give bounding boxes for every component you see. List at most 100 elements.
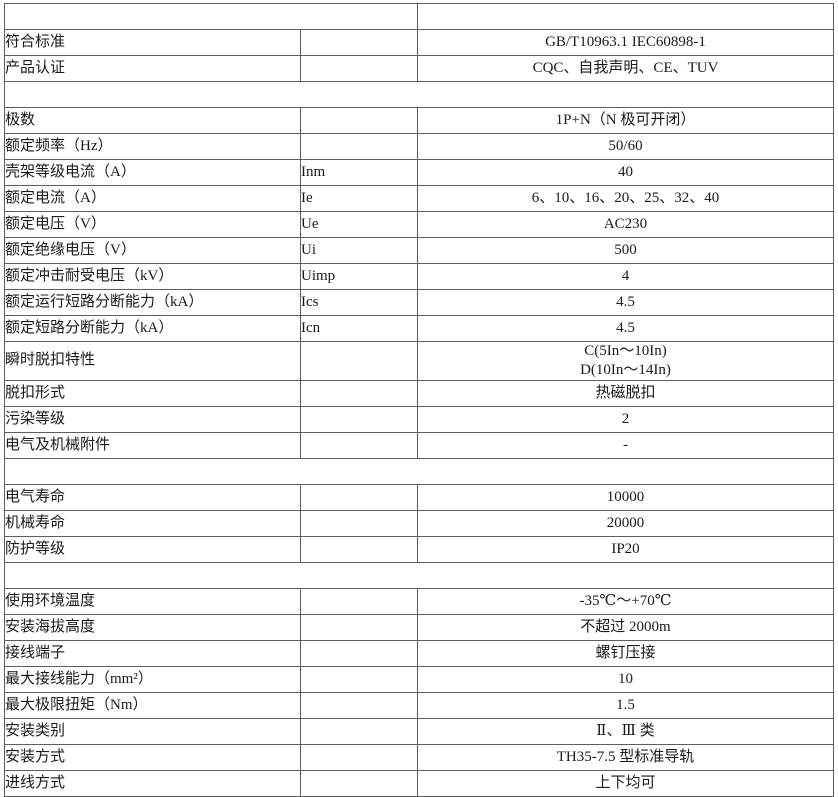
row-value: -35℃～+70℃ [417,587,835,615]
row-value: 40 [417,159,835,186]
row-value: CQC、自我声明、CE、TUV [417,55,835,82]
row-value: 1.5 [417,691,835,719]
row-symbol: Uimp [299,263,419,290]
row-symbol: Ie [299,185,419,212]
row-value: - [417,431,835,459]
row-symbol [299,691,419,719]
row-value: 500 [417,237,835,264]
table-header-row: 产品名称 TGB1N-40 [3,3,835,30]
row-symbol: Inm [299,159,419,186]
table-row: 壳架等级电流（A） Inm 40 [4,159,835,186]
row-value: 4.5 [417,289,835,316]
row-label: 防护等级 [4,535,301,563]
row-symbol [299,613,419,641]
table-row: 额定频率（Hz） 50/60 [4,133,835,160]
section-header-row: 电气特性 [3,81,835,108]
row-symbol: Icn [299,315,419,342]
row-label: 进线方式 [4,769,301,797]
row-value: TH35-7.5 型标准导轨 [417,743,835,771]
row-label: 安装海拔高度 [4,613,301,641]
row-label: 额定冲击耐受电压（kV） [4,263,301,290]
row-label: 脱扣形式 [4,379,301,407]
table-row: 额定绝缘电压（V） Ui 500 [4,237,835,264]
row-value: IP20 [417,535,835,563]
row-label: 瞬时脱扣特性 [4,341,301,381]
row-label: 机械寿命 [4,509,301,537]
row-value: 50/60 [417,133,835,160]
row-symbol: Ui [299,237,419,264]
table-row: 符合标准 GB/T10963.1 IEC60898-1 [4,29,835,56]
row-symbol: Ics [299,289,419,316]
row-label: 极数 [4,107,301,134]
row-value: GB/T10963.1 IEC60898-1 [417,29,835,56]
row-label: 额定短路分断能力（kA） [4,315,301,342]
table-row: 防护等级 IP20 [4,535,835,563]
table-row: 瞬时脱扣特性 C(5In～10In) D(10In～14In) [4,341,835,381]
row-label: 污染等级 [4,405,301,433]
table-row: 安装海拔高度 不超过 2000m [4,613,835,641]
row-value: 4 [417,263,835,290]
table-row: 安装方式 TH35-7.5 型标准导轨 [4,743,835,771]
table-row: 机械寿命 20000 [4,509,835,537]
row-value: 4.5 [417,315,835,342]
row-label: 额定频率（Hz） [4,133,301,160]
row-value: 上下均可 [417,769,835,797]
row-value: C(5In～10In) D(10In～14In) [417,341,835,381]
section-header-row: 正常工作条件及安装特性 [3,561,835,589]
row-value: 不超过 2000m [417,613,835,641]
row-label: 使用环境温度 [4,587,301,615]
row-label: 最大极限扭矩（Nm） [4,691,301,719]
row-label: 额定绝缘电压（V） [4,237,301,264]
row-symbol [299,769,419,797]
row-symbol [299,379,419,407]
row-symbol [299,639,419,667]
table-row: 安装类别 Ⅱ、Ⅲ 类 [4,717,835,745]
spec-table-body: 产品名称 TGB1N-40 符合标准 GB/T10963.1 IEC60898-1 产品… [3,3,835,797]
row-value: Ⅱ、Ⅲ 类 [417,717,835,745]
table-row: 进线方式 上下均可 [4,769,835,797]
row-value: AC230 [417,211,835,238]
table-row: 额定短路分断能力（kA） Icn 4.5 [4,315,835,342]
row-symbol [299,55,419,82]
row-symbol [299,431,419,459]
row-label: 最大接线能力（mm²） [4,665,301,693]
table-row: 污染等级 2 [4,405,835,433]
row-symbol [299,509,419,537]
row-label: 电气及机械附件 [4,431,301,459]
row-label: 安装方式 [4,743,301,771]
table-row: 极数 1P+N（N 极可开闭） [4,107,835,134]
table-row: 产品认证 CQC、自我声明、CE、TUV [4,55,835,82]
value-line: D(10In～14In) [580,361,671,378]
table-row: 最大接线能力（mm²） 10 [4,665,835,693]
section-header-row: 机械特性 [3,457,835,485]
row-symbol [299,665,419,693]
row-label: 产品认证 [4,55,301,82]
row-value: 2 [417,405,835,433]
row-value: 10 [417,665,835,693]
row-value: 热磁脱扣 [417,379,835,407]
table-row: 最大极限扭矩（Nm） 1.5 [4,691,835,719]
row-label: 接线端子 [4,639,301,667]
row-label: 符合标准 [4,29,301,56]
row-symbol: Ue [299,211,419,238]
row-symbol [299,483,419,511]
table-row: 额定电压（V） Ue AC230 [4,211,835,238]
table-row: 电气及机械附件 - [4,431,835,459]
row-label: 壳架等级电流（A） [4,159,301,186]
table-row: 额定电流（A） Ie 6、10、16、20、25、32、40 [4,185,835,212]
row-symbol [299,29,419,56]
row-symbol [299,535,419,563]
section-title: 机械特性 [3,457,835,485]
row-label: 额定电流（A） [4,185,301,212]
row-value: 20000 [417,509,835,537]
row-symbol [299,107,419,134]
value-line: C(5In～10In) [584,343,667,359]
row-value: 螺钉压接 [417,639,835,667]
row-symbol [299,133,419,160]
product-name-header: 产品名称 [3,3,419,30]
row-label: 电气寿命 [4,483,301,511]
row-label: 额定电压（V） [4,211,301,238]
product-model-header: TGB1N-40 [417,3,835,30]
table-row: 接线端子 螺钉压接 [4,639,835,667]
row-symbol [299,743,419,771]
